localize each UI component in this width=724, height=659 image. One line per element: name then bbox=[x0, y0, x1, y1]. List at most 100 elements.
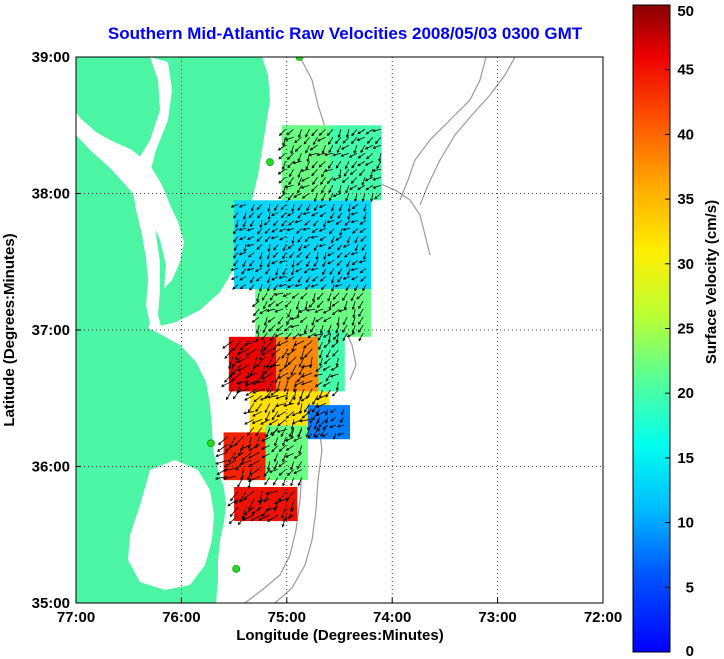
vector-arrow bbox=[276, 395, 287, 399]
vector-arrowhead bbox=[314, 384, 319, 387]
vector-arrowhead bbox=[319, 237, 323, 241]
vector-arrow bbox=[277, 411, 287, 417]
vector-arrow bbox=[269, 469, 278, 473]
vector-arrowhead bbox=[336, 255, 340, 259]
vector-arrow bbox=[354, 193, 358, 202]
vector-arrow bbox=[365, 184, 374, 191]
vector-arrow bbox=[266, 490, 279, 495]
vector-arrowhead bbox=[326, 132, 331, 137]
vector-arrow bbox=[264, 220, 271, 225]
vector-arrowhead bbox=[271, 417, 275, 421]
vector-arrowhead bbox=[278, 275, 282, 279]
vector-arrowhead bbox=[293, 455, 298, 459]
vector-arrow bbox=[307, 408, 313, 414]
vector-arrowhead bbox=[274, 443, 278, 447]
vector-arrowhead bbox=[288, 222, 292, 226]
vector-arrowhead bbox=[274, 334, 278, 338]
vector-arrowhead bbox=[255, 408, 259, 413]
vector-arrow bbox=[339, 169, 342, 178]
vector-arrowhead bbox=[224, 463, 228, 467]
vector-arrowhead bbox=[318, 355, 322, 359]
vector-arrow bbox=[287, 152, 294, 160]
vector-arrowhead bbox=[286, 321, 290, 326]
vector-arrowhead bbox=[360, 149, 364, 154]
vector-arrowhead bbox=[298, 372, 302, 376]
vector-arrow bbox=[345, 161, 350, 169]
vector-arrow bbox=[288, 276, 295, 281]
vector-arrow bbox=[298, 244, 303, 251]
vector-arrow bbox=[276, 403, 287, 407]
vector-arrow bbox=[237, 356, 250, 363]
vector-arrowhead bbox=[354, 198, 358, 203]
vector-arrow bbox=[332, 152, 342, 156]
vector-arrowhead bbox=[322, 383, 326, 387]
vector-arrow bbox=[264, 477, 271, 485]
vector-arrowhead bbox=[252, 413, 256, 417]
vector-arrow bbox=[239, 203, 247, 208]
vector-arrow bbox=[312, 395, 319, 405]
vector-arrow bbox=[332, 389, 339, 397]
vector-arrowhead bbox=[338, 174, 342, 179]
vector-arrowhead bbox=[232, 347, 236, 351]
vector-arrowhead bbox=[215, 461, 219, 465]
vector-arrow bbox=[351, 136, 358, 144]
vector-arrowhead bbox=[322, 367, 326, 371]
vector-arrow bbox=[314, 333, 323, 336]
vector-arrowhead bbox=[318, 244, 322, 248]
vector-arrowhead bbox=[250, 279, 253, 284]
vector-arrow bbox=[314, 373, 323, 377]
vector-arrowhead bbox=[237, 360, 241, 363]
vector-arrow bbox=[338, 308, 348, 312]
vector-arrow bbox=[255, 267, 263, 272]
vector-arrow bbox=[267, 395, 278, 398]
vector-arrowhead bbox=[294, 140, 298, 144]
vector-arrow bbox=[311, 184, 318, 192]
vector-arrowhead bbox=[312, 142, 316, 146]
vector-arrow bbox=[311, 283, 319, 288]
vector-arrowhead bbox=[217, 448, 221, 452]
colorbar-tick-label: 15 bbox=[677, 450, 694, 467]
vector-arrow bbox=[357, 136, 366, 141]
y-tick-label: 39:00 bbox=[32, 49, 70, 66]
vector-arrowhead bbox=[282, 142, 286, 147]
vector-arrow bbox=[328, 185, 334, 193]
vector-arrowhead bbox=[332, 436, 336, 440]
vector-arrowhead bbox=[238, 252, 242, 256]
vector-arrow bbox=[293, 388, 297, 400]
vector-arrow bbox=[271, 445, 279, 453]
vector-arrow bbox=[260, 260, 263, 268]
vector-arrow bbox=[308, 300, 316, 308]
vector-arrowhead bbox=[291, 348, 295, 352]
vector-arrowhead bbox=[297, 434, 301, 439]
vector-arrow bbox=[343, 275, 351, 280]
vector-arrowhead bbox=[378, 158, 382, 163]
vector-arrowhead bbox=[268, 365, 272, 369]
vector-arrow bbox=[291, 419, 295, 430]
vector-arrow bbox=[301, 380, 313, 385]
vector-arrow bbox=[337, 432, 344, 436]
vector-arrow bbox=[304, 268, 311, 274]
vector-arrowhead bbox=[326, 354, 329, 358]
vector-arrowhead bbox=[290, 426, 294, 431]
vector-arrowhead bbox=[332, 296, 336, 300]
vector-arrowhead bbox=[335, 140, 339, 145]
vector-arrow bbox=[342, 292, 348, 301]
vector-arrowhead bbox=[278, 229, 283, 232]
vector-arrow bbox=[342, 136, 350, 144]
vector-arrowhead bbox=[296, 379, 300, 383]
vector-arrowhead bbox=[301, 195, 306, 199]
vector-arrowhead bbox=[365, 187, 369, 191]
vector-arrowhead bbox=[295, 269, 299, 273]
vector-arrow bbox=[317, 136, 326, 142]
vector-arrowhead bbox=[365, 162, 369, 166]
vector-arrowhead bbox=[372, 168, 376, 172]
vector-arrowhead bbox=[321, 174, 325, 178]
vector-arrow bbox=[306, 308, 316, 311]
vector-arrowhead bbox=[351, 165, 355, 169]
vector-arrowhead bbox=[283, 388, 287, 393]
vector-arrowhead bbox=[321, 150, 325, 154]
vector-arrow bbox=[330, 373, 339, 377]
vector-arrowhead bbox=[326, 220, 330, 224]
vector-arrow bbox=[333, 432, 337, 440]
vector-arrowhead bbox=[313, 434, 317, 438]
